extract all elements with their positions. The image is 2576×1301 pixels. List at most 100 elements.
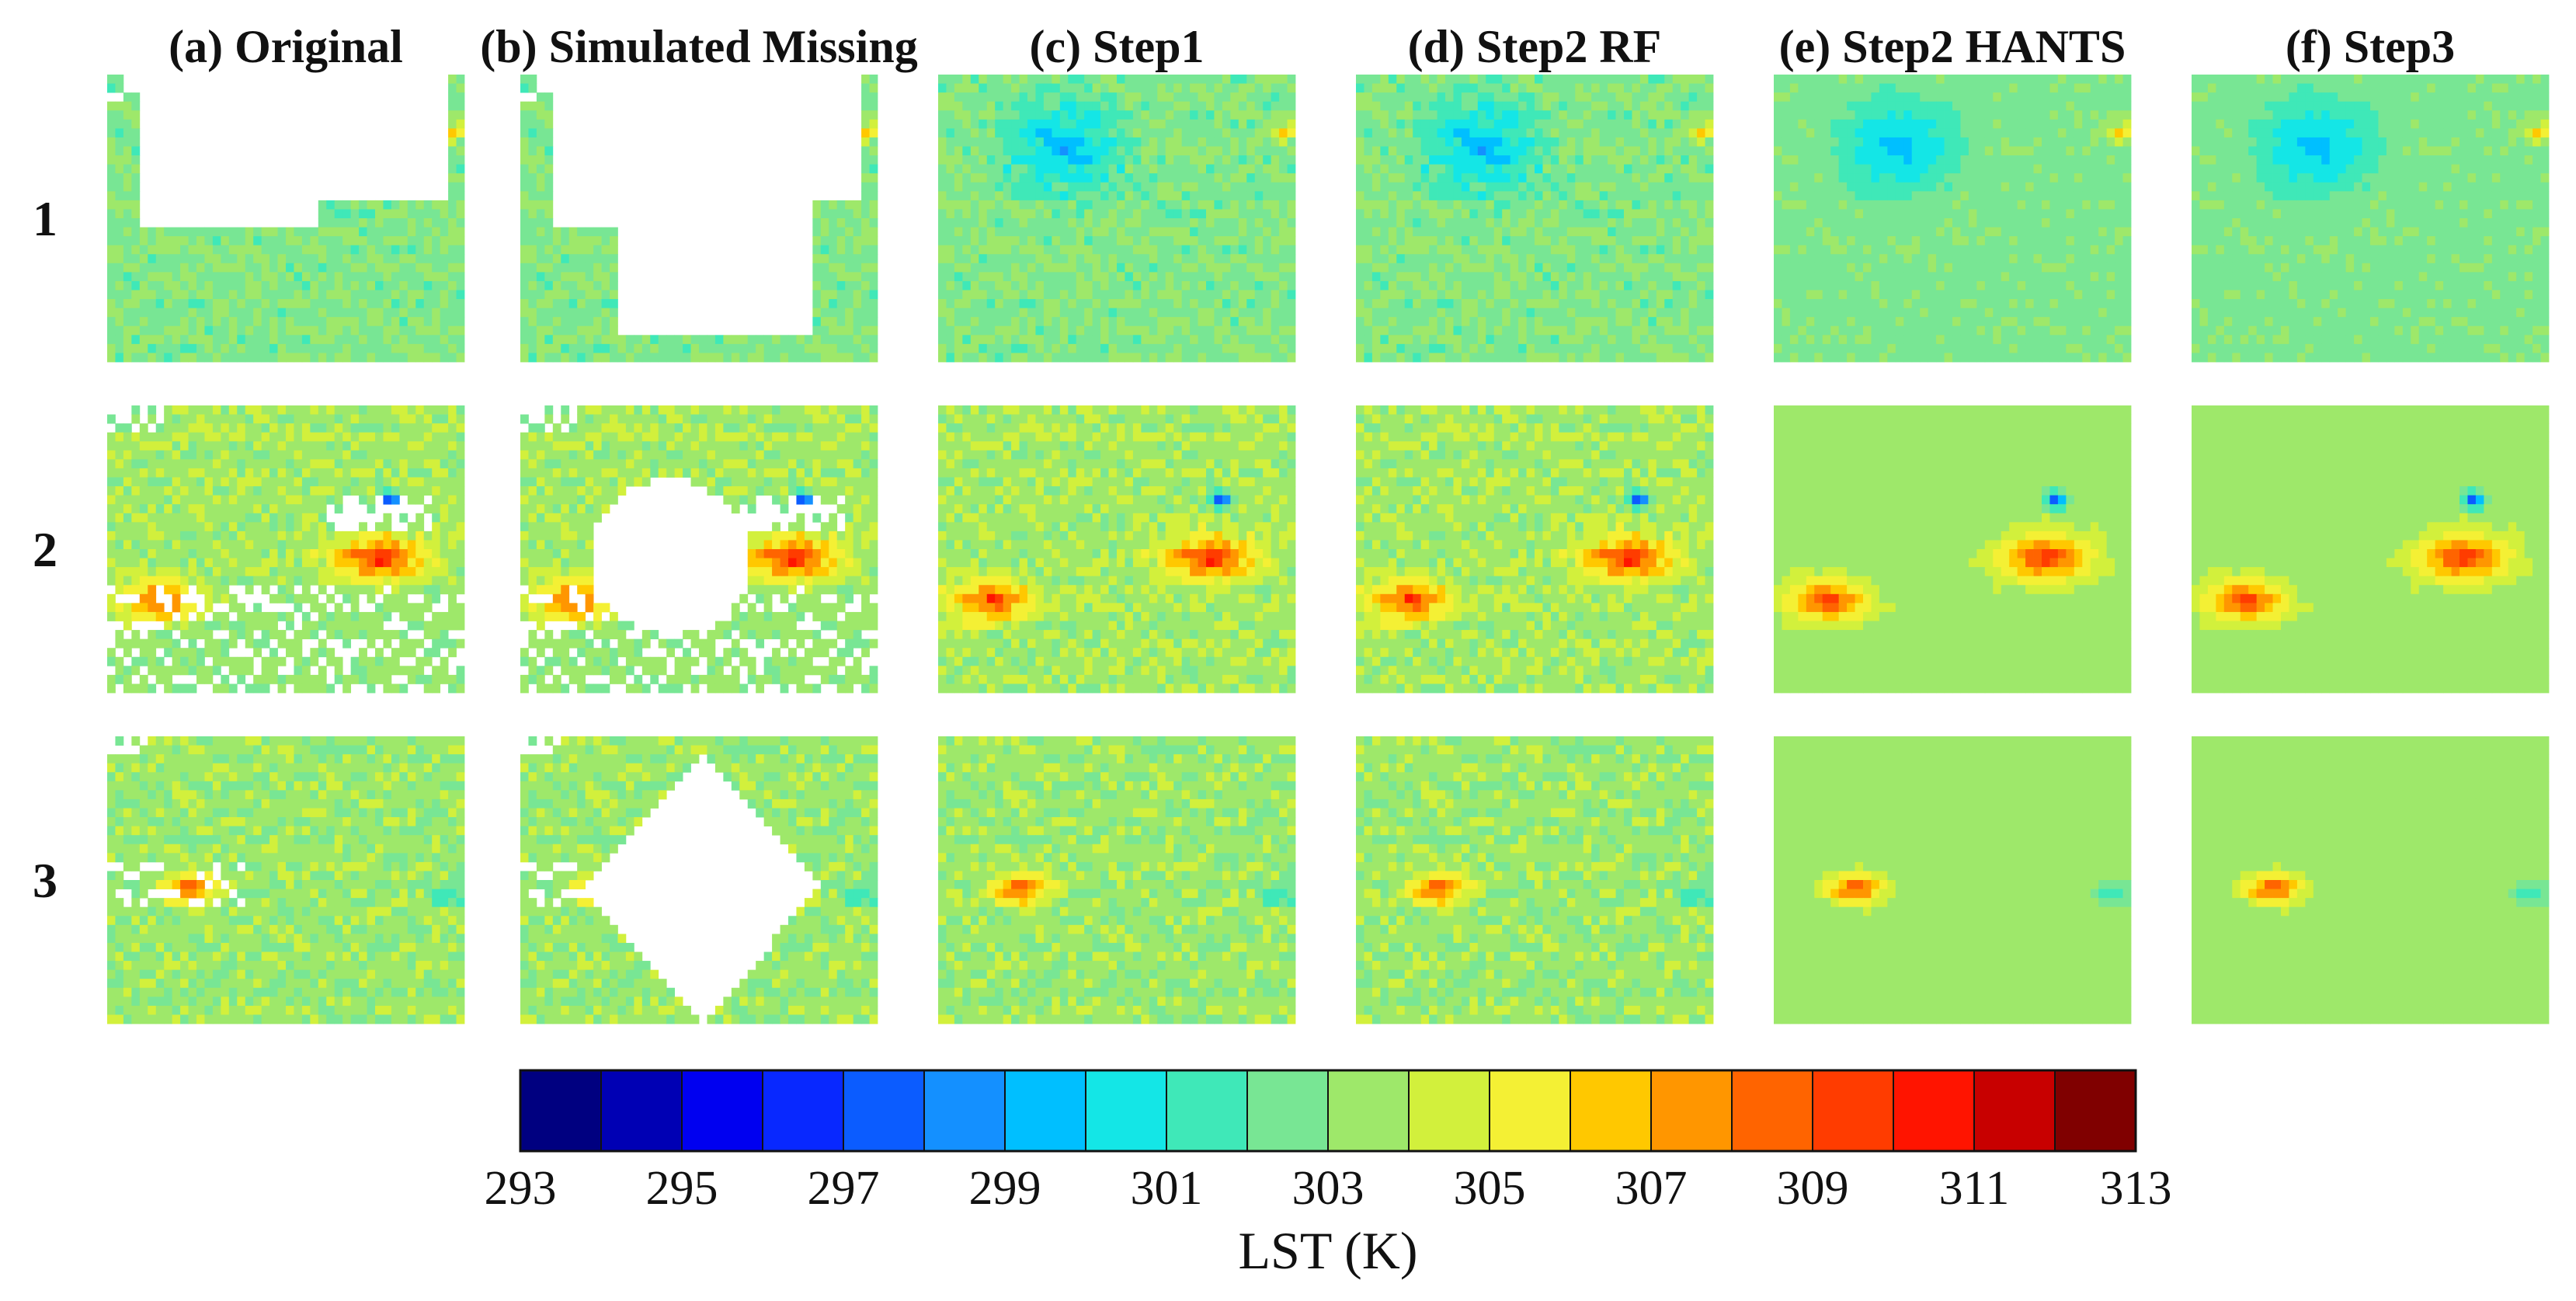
heatmap-cell — [715, 335, 724, 344]
heatmap-cell — [971, 272, 979, 281]
heatmap-cell — [367, 308, 376, 318]
heatmap-cell — [375, 317, 384, 326]
heatmap-cell — [1003, 84, 1012, 93]
heatmap-cell — [213, 344, 221, 353]
heatmap-cell — [1421, 263, 1430, 273]
heatmap-cell — [1502, 335, 1510, 344]
heatmap-cell — [1356, 173, 1364, 183]
heatmap-cell — [415, 353, 424, 362]
heatmap-cell — [845, 228, 853, 237]
heatmap-cell — [1847, 120, 1855, 129]
heatmap-cell — [1664, 165, 1673, 174]
heatmap-cell — [553, 317, 561, 326]
heatmap-cell — [1575, 155, 1583, 165]
heatmap-cell — [1027, 290, 1036, 300]
heatmap-cell — [1928, 128, 1937, 137]
column-title: (b) Simulated Missing — [480, 21, 917, 72]
heatmap-cell — [2066, 245, 2074, 255]
heatmap-cell — [342, 200, 351, 210]
heatmap-cell — [1640, 155, 1649, 165]
heatmap-cell — [1969, 218, 1977, 228]
heatmap-cell — [528, 155, 537, 165]
heatmap-cell — [1478, 92, 1486, 102]
heatmap-cell — [1478, 290, 1486, 300]
heatmap-cell — [1405, 236, 1413, 245]
heatmap-cell — [938, 299, 947, 308]
heatmap-cell — [544, 272, 553, 281]
heatmap-cell — [1664, 110, 1673, 120]
heatmap-cell — [148, 272, 156, 281]
heatmap-cell — [1871, 147, 1879, 156]
heatmap-cell — [812, 218, 821, 228]
heatmap-cell — [1648, 137, 1656, 147]
heatmap-cell — [812, 228, 821, 237]
heatmap-cell — [1100, 218, 1109, 228]
heatmap-cell — [537, 263, 545, 273]
heatmap-cell — [1356, 335, 1364, 344]
heatmap-cell — [987, 308, 996, 318]
heatmap-cell — [286, 308, 294, 318]
heatmap-cell — [1510, 228, 1519, 237]
heatmap-cell — [1527, 128, 1535, 137]
heatmap-cell — [1798, 173, 1806, 183]
heatmap-cell — [1567, 272, 1576, 281]
heatmap-cell — [610, 326, 618, 336]
heatmap-cell — [837, 335, 846, 344]
heatmap-cell — [1559, 200, 1567, 210]
heatmap-cell — [946, 147, 954, 156]
heatmap-cell — [1214, 200, 1222, 210]
heatmap-cell — [123, 200, 132, 210]
heatmap-cell — [528, 344, 537, 353]
heatmap-cell — [1035, 317, 1044, 326]
heatmap-cell — [131, 272, 140, 281]
heatmap-cell — [1591, 308, 1600, 318]
heatmap-cell — [1567, 317, 1576, 326]
heatmap-cell — [2082, 92, 2091, 102]
heatmap-cell — [107, 128, 116, 137]
heatmap-cell — [286, 290, 294, 300]
heatmap-cell — [148, 228, 156, 237]
heatmap-cell — [1389, 92, 1397, 102]
heatmap-cell — [1100, 165, 1109, 174]
heatmap-cell — [1673, 173, 1681, 183]
heatmap-cell — [1141, 110, 1149, 120]
heatmap-cell — [1790, 165, 1799, 174]
heatmap-cell — [1697, 110, 1705, 120]
heatmap-cell — [1945, 183, 1953, 192]
heatmap-cell — [1681, 110, 1689, 120]
heatmap-cell — [2042, 228, 2050, 237]
heatmap-cell — [1239, 102, 1247, 111]
heatmap-cell — [1100, 317, 1109, 326]
heatmap-cell — [1157, 200, 1166, 210]
heatmap-cell — [1255, 272, 1264, 281]
heatmap-cell — [821, 272, 829, 281]
heatmap-cell — [408, 272, 416, 281]
heatmap-cell — [107, 335, 116, 344]
heatmap-cell — [1912, 218, 1921, 228]
heatmap-cell — [1380, 191, 1389, 200]
heatmap-cell — [1583, 326, 1592, 336]
heatmap-cell — [383, 353, 391, 362]
heatmap-cell — [1624, 92, 1632, 102]
heatmap-cell — [1239, 183, 1247, 192]
heatmap-cell — [115, 218, 123, 228]
row-labels: 123 — [33, 191, 57, 908]
heatmap-cell — [1798, 155, 1806, 165]
heatmap-cell — [2074, 191, 2083, 200]
heatmap-cell — [1445, 110, 1454, 120]
heatmap-cell — [1133, 272, 1142, 281]
heatmap-cell — [1206, 128, 1215, 137]
heatmap-cell — [1600, 344, 1608, 353]
heatmap-cell — [1681, 272, 1689, 281]
heatmap-cell — [1093, 344, 1101, 353]
heatmap-cell — [375, 254, 384, 263]
heatmap-cell — [1076, 147, 1085, 156]
heatmap-cell — [1697, 317, 1705, 326]
heatmap-cell — [1263, 209, 1271, 218]
heatmap-cell — [1288, 84, 1296, 93]
heatmap-cell — [1782, 200, 1790, 210]
heatmap-cell — [342, 236, 351, 245]
heatmap-cell — [359, 317, 367, 326]
heatmap-cell — [1624, 326, 1632, 336]
heatmap-cell — [1575, 102, 1583, 111]
